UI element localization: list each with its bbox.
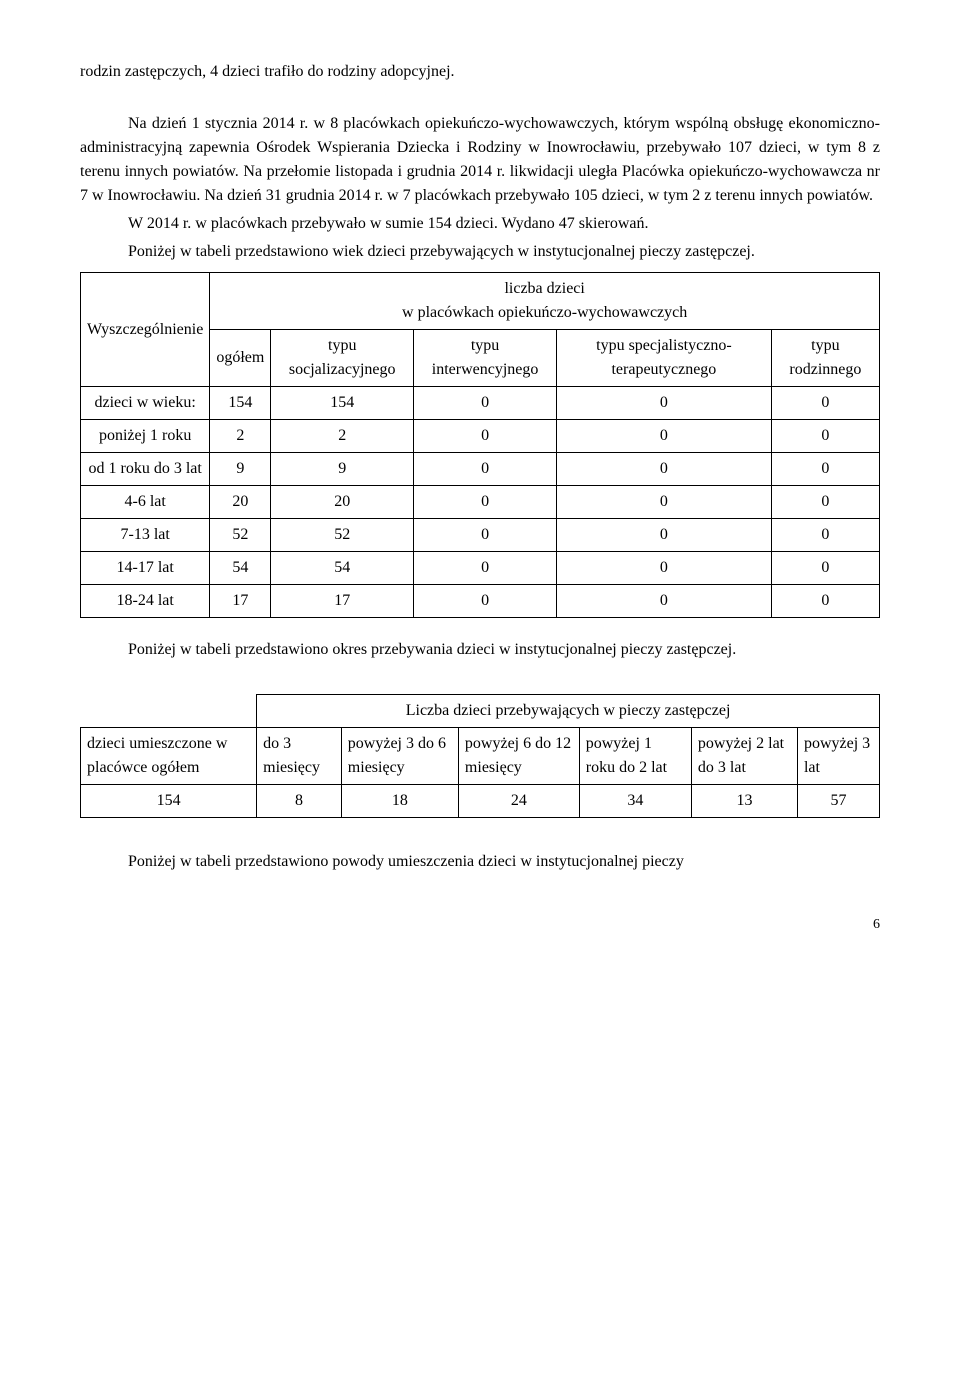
t1-col0: Wyszczególnienie xyxy=(81,273,210,387)
table-row: od 1 roku do 3 lat 9 9 0 0 0 xyxy=(81,453,880,486)
t2-col4: powyżej 1 roku do 2 lat xyxy=(579,728,691,785)
table-row: 14-17 lat 54 54 0 0 0 xyxy=(81,552,880,585)
table-row: 4-6 lat 20 20 0 0 0 xyxy=(81,486,880,519)
t2-col1: do 3 miesięcy xyxy=(257,728,342,785)
t1-col1: ogółem xyxy=(210,330,271,387)
paragraph-6: Poniżej w tabeli przedstawiono powody um… xyxy=(80,850,880,874)
paragraph-4: Poniżej w tabeli przedstawiono wiek dzie… xyxy=(80,240,880,264)
paragraph-2: Na dzień 1 stycznia 2014 r. w 8 placówka… xyxy=(80,112,880,208)
t2-header-top: Liczba dzieci przebywających w pieczy za… xyxy=(257,695,880,728)
t2-col2: powyżej 3 do 6 miesięcy xyxy=(341,728,458,785)
paragraph-3: W 2014 r. w placówkach przebywało w sumi… xyxy=(80,212,880,236)
paragraph-1: rodzin zastępczych, 4 dzieci trafiło do … xyxy=(80,60,880,84)
t1-col3: typu interwencyjnego xyxy=(414,330,557,387)
table-row: poniżej 1 roku 2 2 0 0 0 xyxy=(81,420,880,453)
t1-col2: typu socjalizacyjnego xyxy=(271,330,414,387)
table-row: 7-13 lat 52 52 0 0 0 xyxy=(81,519,880,552)
t2-col0: dzieci umieszczone w placówce ogółem xyxy=(81,728,257,785)
t2-col3: powyżej 6 do 12 miesięcy xyxy=(458,728,579,785)
paragraph-5: Poniżej w tabeli przedstawiono okres prz… xyxy=(80,638,880,662)
page-number: 6 xyxy=(80,914,880,935)
t1-col5: typu rodzinnego xyxy=(771,330,879,387)
table-row: dzieci w wieku: 154 154 0 0 0 xyxy=(81,387,880,420)
table-duration: Liczba dzieci przebywających w pieczy za… xyxy=(80,694,880,818)
table-row: 154 8 18 24 34 13 57 xyxy=(81,785,880,818)
t1-col4: typu specjalistyczno-terapeutycznego xyxy=(556,330,771,387)
table-age-distribution: Wyszczególnienie liczba dzieci w placówk… xyxy=(80,272,880,618)
t1-header-top: liczba dzieci w placówkach opiekuńczo-wy… xyxy=(210,273,880,330)
t2-col6: powyżej 3 lat xyxy=(797,728,879,785)
table-row: 18-24 lat 17 17 0 0 0 xyxy=(81,585,880,618)
t2-col5: powyżej 2 lat do 3 lat xyxy=(691,728,797,785)
